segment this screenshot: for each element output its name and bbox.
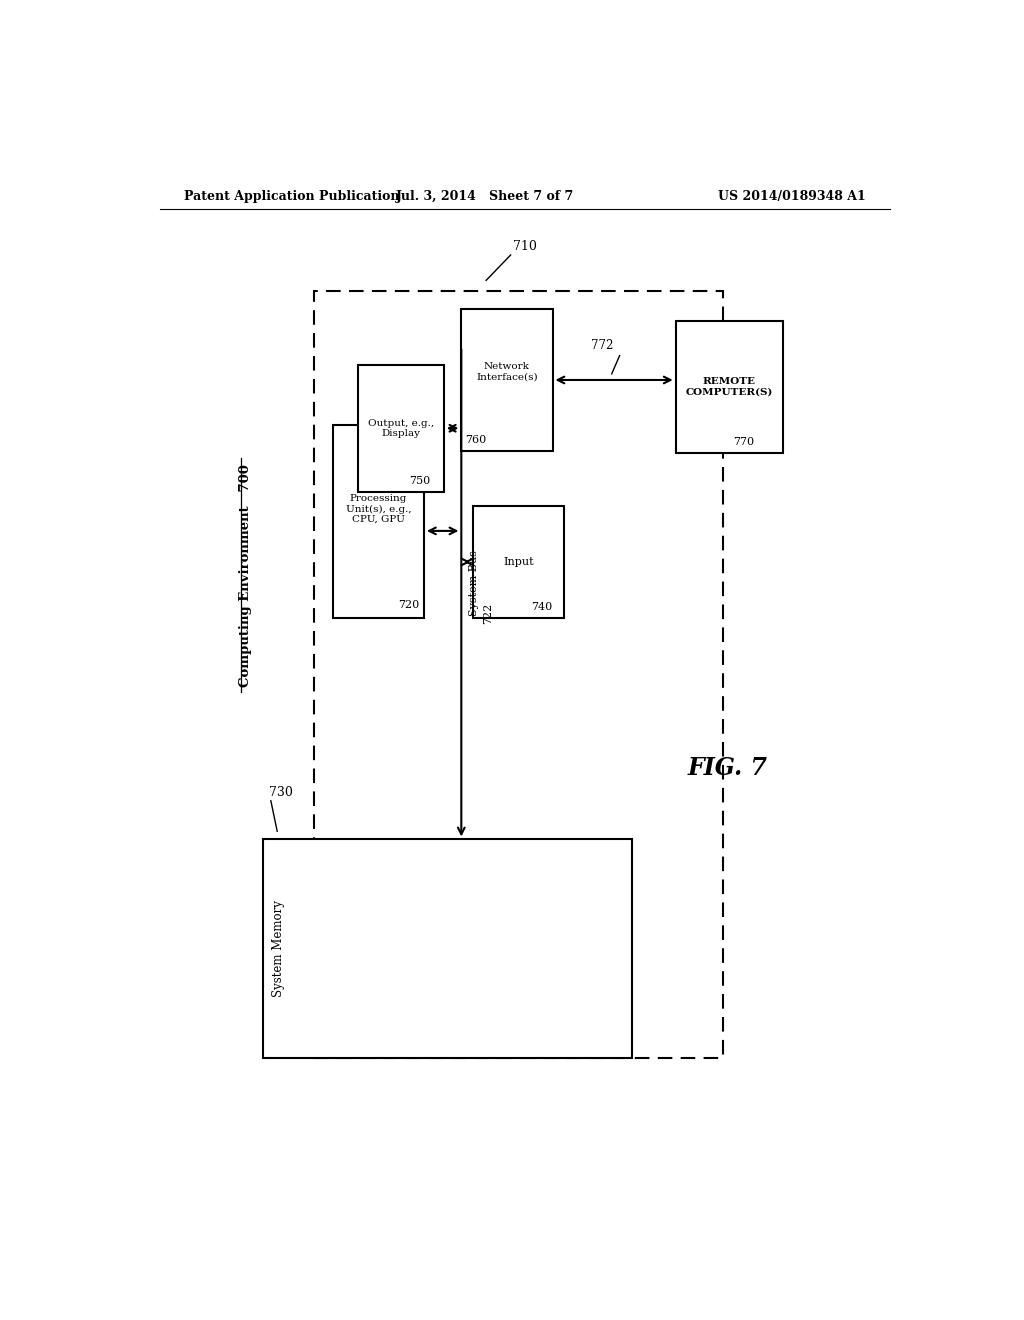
- Text: FIG. 7: FIG. 7: [687, 756, 767, 780]
- Text: 740: 740: [530, 602, 552, 611]
- Text: Processing
Unit(s), e.g.,
CPU, GPU: Processing Unit(s), e.g., CPU, GPU: [345, 494, 412, 524]
- Bar: [358, 364, 443, 492]
- Text: System Memory: System Memory: [272, 900, 286, 997]
- Text: 730: 730: [269, 785, 293, 799]
- Text: 720: 720: [398, 599, 420, 610]
- Text: 710: 710: [513, 240, 537, 253]
- Text: US 2014/0189348 A1: US 2014/0189348 A1: [718, 190, 866, 202]
- Text: Computing Environment   700: Computing Environment 700: [239, 463, 252, 686]
- Bar: [263, 840, 632, 1057]
- Text: Patent Application Publication: Patent Application Publication: [183, 190, 399, 202]
- Text: REMOTE
COMPUTER(S): REMOTE COMPUTER(S): [685, 378, 773, 397]
- Text: 722: 722: [483, 603, 494, 624]
- Text: 770: 770: [733, 437, 755, 447]
- Bar: [461, 309, 553, 451]
- Text: Jul. 3, 2014   Sheet 7 of 7: Jul. 3, 2014 Sheet 7 of 7: [396, 190, 574, 202]
- Text: 750: 750: [409, 475, 430, 486]
- Bar: [473, 506, 564, 618]
- Bar: [333, 425, 424, 618]
- Text: Output, e.g.,
Display: Output, e.g., Display: [368, 418, 434, 438]
- Text: 772: 772: [591, 338, 613, 351]
- Text: 760: 760: [465, 436, 486, 445]
- Text: Input: Input: [504, 557, 535, 566]
- Bar: [676, 321, 782, 453]
- Text: System Bus: System Bus: [469, 550, 479, 615]
- Bar: [314, 290, 723, 1057]
- Text: Network
Interface(s): Network Interface(s): [476, 362, 538, 381]
